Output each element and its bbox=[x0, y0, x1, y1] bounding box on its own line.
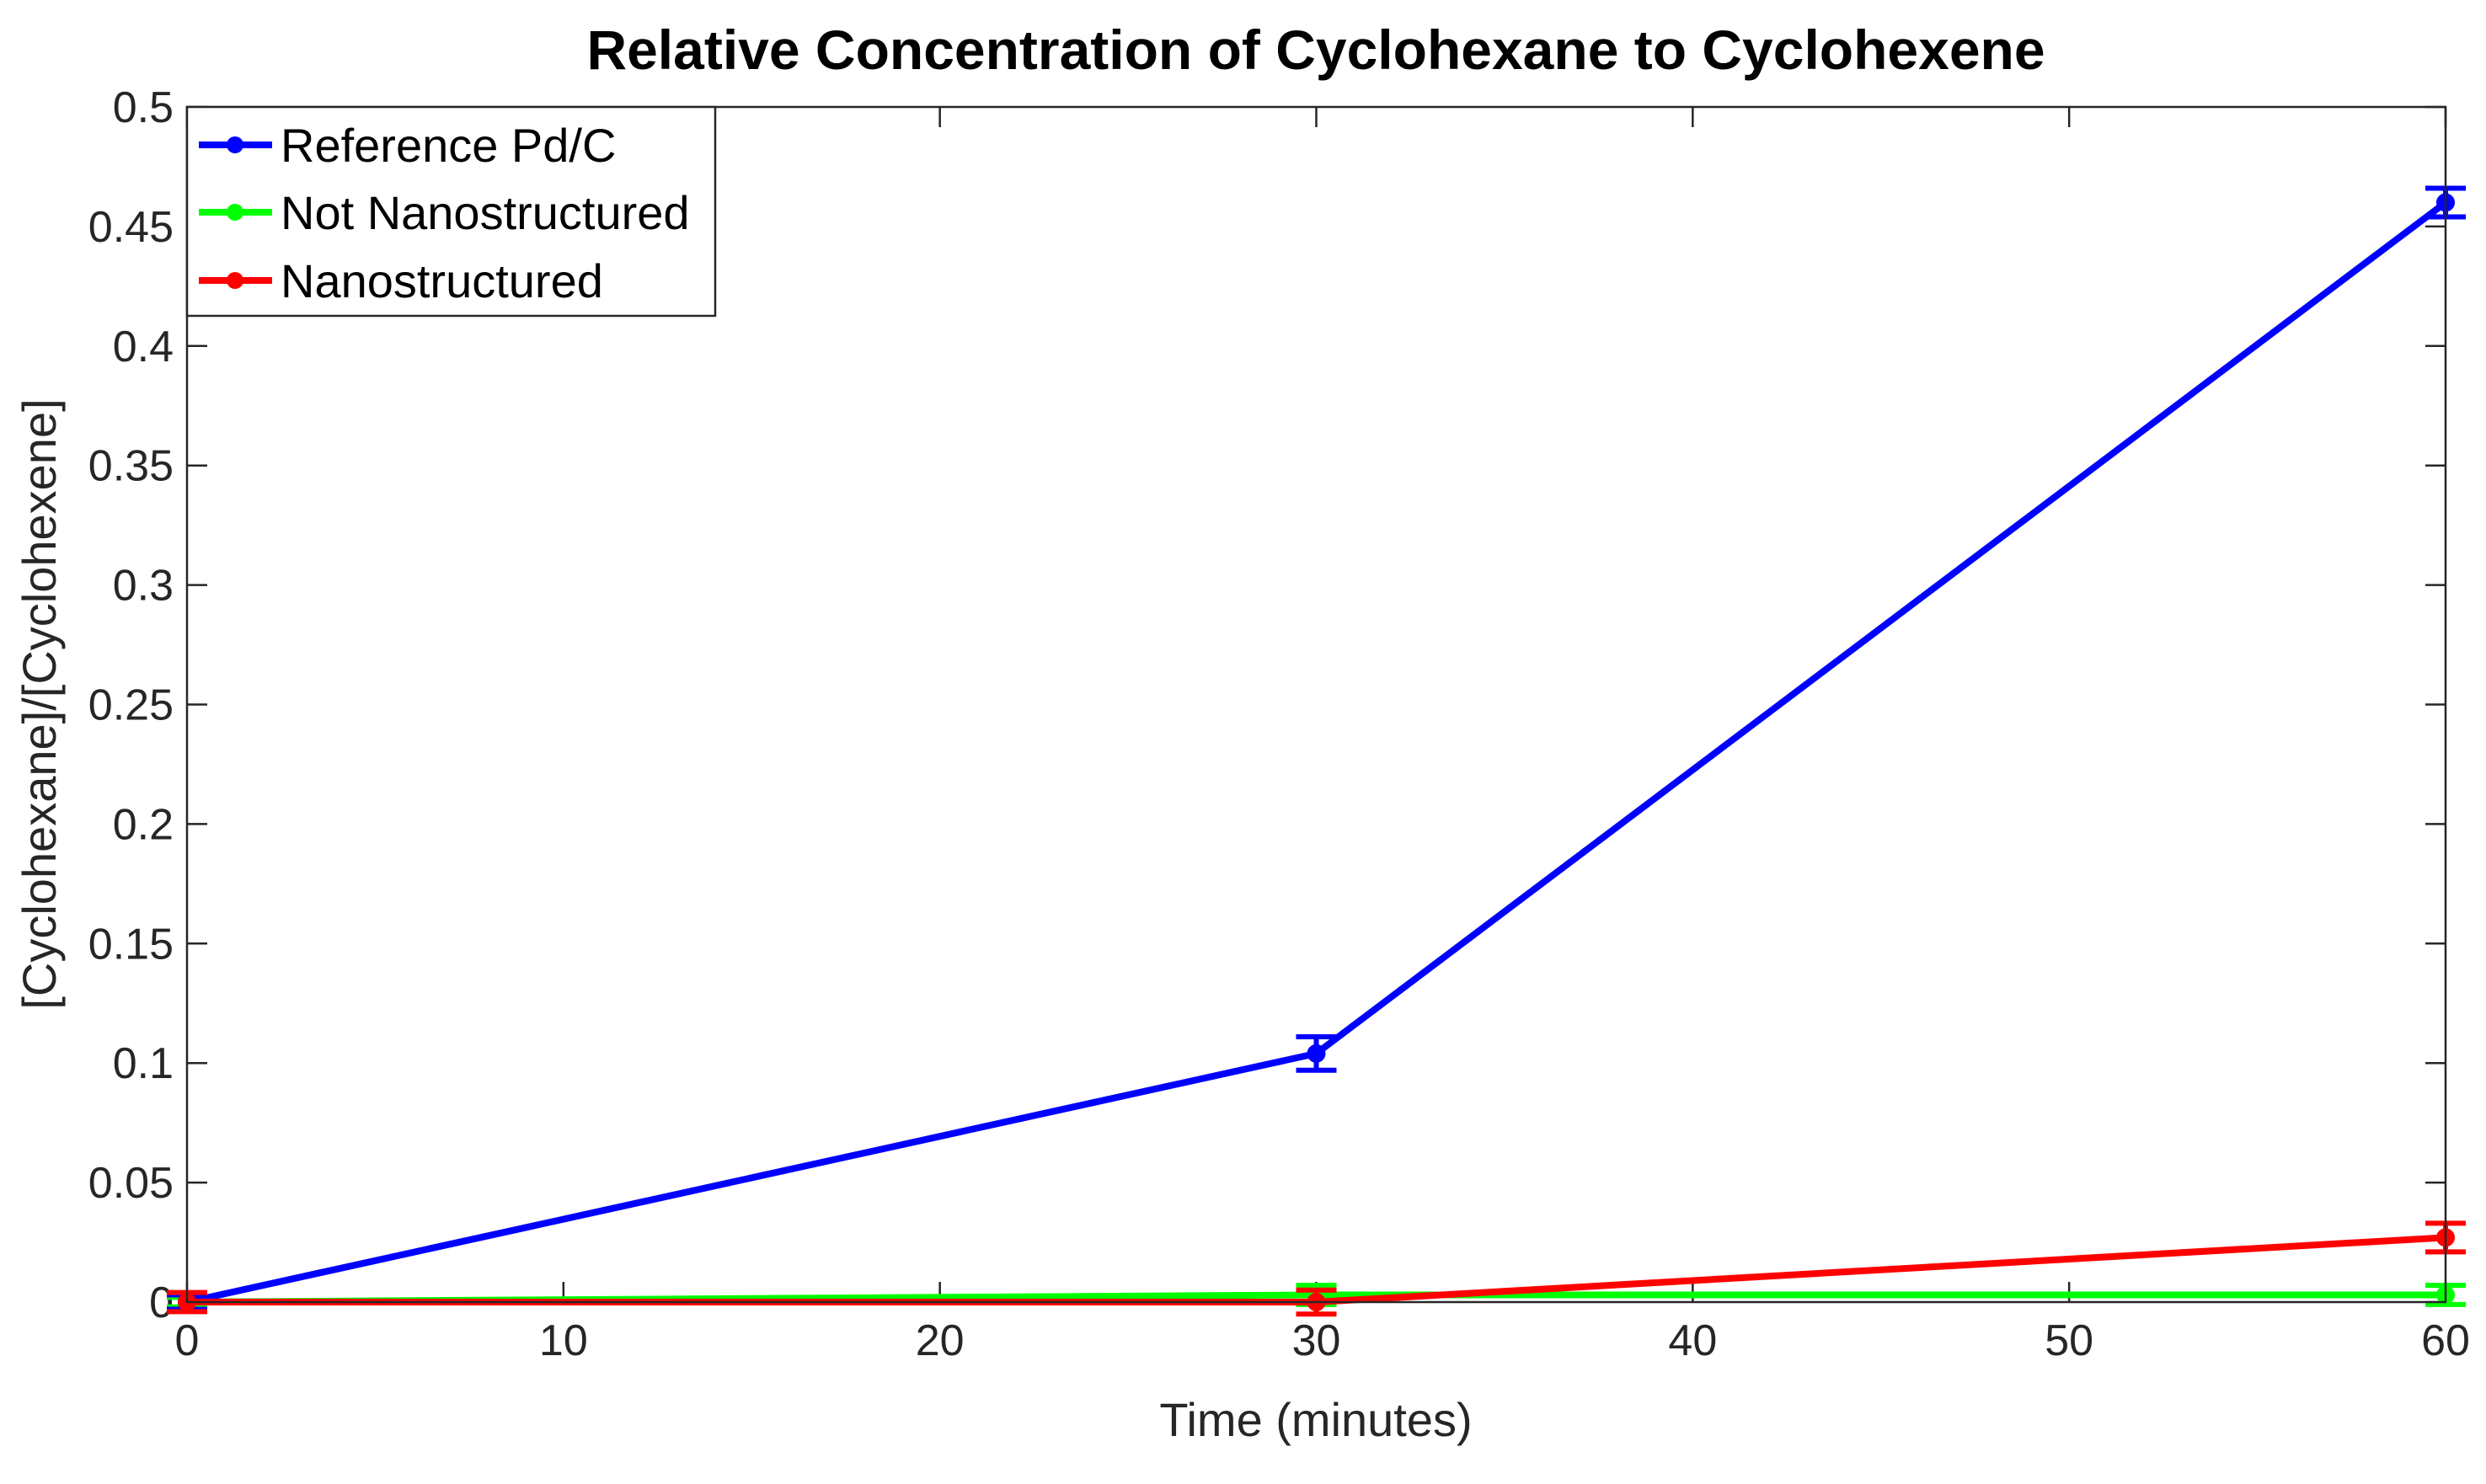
legend-swatch-marker bbox=[227, 204, 243, 221]
x-tick-label: 20 bbox=[916, 1316, 965, 1365]
axis-ticks: 0 10 20 30 40 50 60 0 0.05 0.1 0.15 0.2 0.25 0.3 0.35 0… bbox=[88, 83, 2470, 1365]
y-tick-label: 0.2 bbox=[113, 800, 174, 849]
plot-area-frame bbox=[185, 105, 2447, 1304]
x-tick-label: 30 bbox=[1292, 1316, 1341, 1365]
legend-entry-label: Not Nanostructured bbox=[281, 186, 690, 239]
y-tick-label: 0.35 bbox=[88, 442, 174, 491]
y-axis-label: [Cyclohexane]/[Cyclohexene] bbox=[13, 398, 66, 1009]
y-tick-label: 0.1 bbox=[113, 1039, 174, 1088]
y-tick-label: 0.15 bbox=[88, 920, 174, 969]
chart-title: Relative Concentration of Cyclohexane to… bbox=[586, 19, 2045, 81]
legend: Reference Pd/C Not Nanostructured Nanostru… bbox=[185, 105, 717, 318]
legend-entry-label: Nanostructured bbox=[281, 254, 603, 307]
legend-box bbox=[185, 105, 717, 318]
x-tick-label: 50 bbox=[2045, 1316, 2093, 1365]
x-axis-label: Time (minutes) bbox=[1159, 1393, 1472, 1446]
y-tick-label: 0.4 bbox=[113, 323, 174, 371]
legend-swatch-marker bbox=[227, 272, 243, 289]
y-tick-label: 0.3 bbox=[113, 562, 174, 611]
legend-entry-label: Reference Pd/C bbox=[281, 119, 616, 172]
y-tick-label: 0.25 bbox=[88, 681, 174, 730]
y-tick-label: 0.05 bbox=[88, 1159, 174, 1208]
legend-swatch-marker bbox=[227, 136, 243, 153]
x-tick-label: 40 bbox=[1668, 1316, 1717, 1365]
y-tick-label: 0 bbox=[149, 1278, 174, 1327]
y-tick-label: 0.45 bbox=[88, 203, 174, 252]
y-tick-label: 0.5 bbox=[113, 83, 174, 132]
x-tick-label: 10 bbox=[539, 1316, 588, 1365]
x-tick-label: 0 bbox=[175, 1316, 200, 1365]
series-reference-pd-c bbox=[167, 185, 2466, 1312]
data-point bbox=[1307, 1044, 1326, 1063]
x-tick-label: 60 bbox=[2421, 1316, 2470, 1365]
